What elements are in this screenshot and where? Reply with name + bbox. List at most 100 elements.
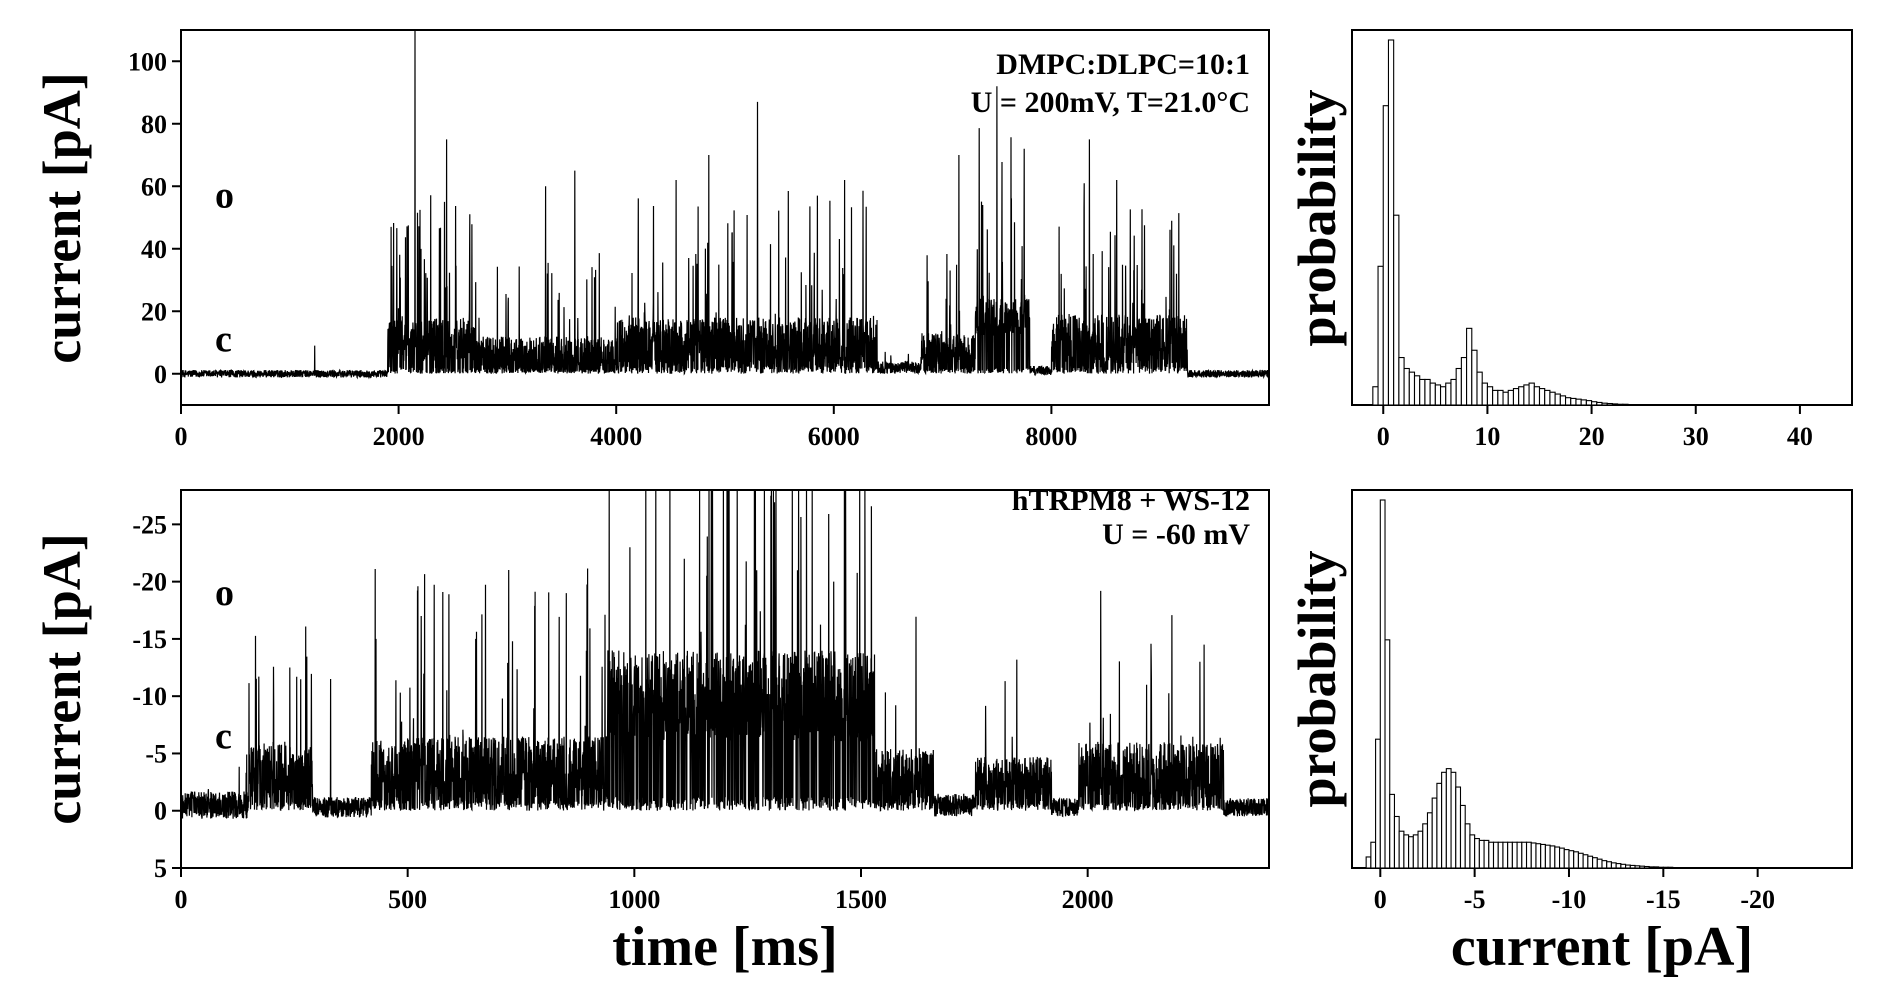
histogram-bar	[1525, 841, 1532, 869]
trace-bottom-plot-area	[180, 489, 1270, 819]
histogram-bar	[1455, 786, 1462, 869]
x-tick-label: 30	[1683, 422, 1709, 451]
histogram-bar	[1375, 738, 1381, 869]
y-tick-label: -20	[132, 568, 167, 597]
trace-bottom-annotation-line-1: hTRPM8 + WS-12	[1012, 484, 1250, 517]
histogram-bar	[1398, 830, 1405, 869]
histogram-bar	[1370, 841, 1377, 869]
histogram-panel-top: 0 10 20 30 40 probability	[1287, 29, 1853, 451]
x-tick-label: 4000	[590, 422, 642, 451]
histogram-bar	[1554, 846, 1561, 869]
y-tick-label: 5	[154, 854, 167, 883]
histogram-bar	[1408, 371, 1416, 406]
histogram-bar	[1634, 865, 1641, 869]
histogram-top-y-axis-label: probability	[1287, 89, 1347, 346]
histogram-bar	[1466, 327, 1473, 406]
histogram-bar	[1398, 356, 1405, 406]
histogram-panel-bottom: 0 -5 -10 -15 -20 probability current [pA]	[1287, 489, 1853, 978]
histogram-bar	[1606, 402, 1613, 406]
histogram-bar	[1459, 804, 1466, 869]
trace-bottom-x-ticks: 0 500 1000 1500 2000	[175, 868, 1114, 914]
histogram-bar	[1585, 400, 1593, 406]
histogram-top-plot-area	[1372, 39, 1634, 406]
x-tick-label: 40	[1787, 422, 1813, 451]
trace-top-y-axis-label: current [pA]	[32, 72, 92, 363]
histogram-bar	[1653, 866, 1660, 869]
histogram-bar	[1544, 389, 1551, 406]
x-tick-label: -10	[1552, 885, 1587, 914]
histogram-bar	[1601, 860, 1608, 869]
histogram-bar	[1372, 386, 1379, 406]
y-tick-label: 60	[141, 172, 167, 201]
x-tick-label: -5	[1464, 885, 1486, 914]
histogram-bar	[1434, 384, 1442, 406]
trace-top-frame	[180, 29, 1270, 406]
histogram-bar	[1662, 866, 1669, 869]
histogram-bar	[1486, 386, 1494, 406]
histogram-bottom-y-axis-label: probability	[1287, 550, 1347, 807]
histogram-bar	[1492, 389, 1499, 406]
trace-series-line	[180, 29, 1270, 380]
x-tick-label: 1000	[608, 885, 660, 914]
histogram-bar	[1577, 852, 1584, 869]
trace-series-line	[180, 489, 1270, 819]
histogram-bar	[1622, 403, 1629, 406]
histogram-bar	[1450, 771, 1457, 869]
histogram-bottom-x-axis-label: current [pA]	[1451, 916, 1753, 978]
histogram-bar	[1471, 349, 1478, 406]
histogram-bar	[1620, 863, 1627, 869]
y-tick-label: 0	[154, 797, 167, 826]
histogram-bar	[1474, 838, 1480, 869]
trace-bottom-state-label-open: o	[215, 572, 234, 614]
x-tick-label: 8000	[1025, 422, 1077, 451]
x-tick-label: 2000	[1062, 885, 1114, 914]
histogram-bar	[1629, 864, 1636, 869]
histogram-bar	[1558, 847, 1565, 869]
x-tick-label: 0	[1374, 885, 1387, 914]
histogram-bar	[1535, 843, 1542, 869]
histogram-bar	[1625, 864, 1631, 869]
histogram-bar	[1377, 265, 1384, 406]
histogram-bar	[1419, 378, 1426, 406]
histogram-bar	[1538, 388, 1546, 406]
histogram-bar	[1587, 855, 1594, 869]
trace-top-x-ticks: 0 2000 4000 6000 8000	[175, 405, 1077, 451]
y-tick-label: 40	[141, 235, 167, 264]
histogram-bar	[1573, 851, 1579, 869]
y-tick-label: -5	[145, 739, 167, 768]
histogram-bar	[1521, 841, 1528, 869]
histogram-bottom-plot-area	[1365, 499, 1806, 869]
histogram-bar	[1648, 866, 1655, 869]
histogram-bar	[1429, 382, 1436, 406]
histogram-bar	[1469, 834, 1476, 869]
histogram-bar	[1564, 397, 1572, 406]
histogram-bar	[1511, 841, 1518, 869]
histogram-bar	[1610, 862, 1617, 869]
histogram-bar	[1387, 39, 1395, 406]
x-tick-label: 2000	[373, 422, 425, 451]
histogram-bar	[1570, 397, 1577, 406]
trace-top-y-ticks: 0 20 40 60 80 100	[128, 47, 181, 389]
y-tick-label: -10	[132, 682, 167, 711]
histogram-bar	[1483, 839, 1490, 869]
histogram-bar	[1554, 393, 1561, 406]
trace-bottom-x-axis-label: time [ms]	[612, 916, 837, 978]
histogram-bar	[1365, 856, 1372, 869]
x-tick-label: 500	[388, 885, 427, 914]
histogram-bar	[1403, 367, 1410, 406]
histogram-bar	[1413, 375, 1421, 406]
histogram-top-x-ticks: 0 10 20 30 40	[1377, 405, 1813, 451]
histogram-bar	[1488, 841, 1495, 869]
histogram-bar	[1393, 214, 1400, 406]
trace-top-plot-area	[180, 29, 1270, 380]
histogram-bar	[1507, 841, 1513, 869]
histogram-bar	[1455, 367, 1462, 406]
histogram-bar	[1379, 499, 1386, 869]
histogram-bar	[1422, 823, 1429, 869]
histogram-bar	[1445, 382, 1452, 406]
histogram-top-frame	[1351, 29, 1853, 406]
x-tick-label: 1500	[835, 885, 887, 914]
histogram-bar	[1559, 395, 1567, 406]
histogram-bar	[1575, 398, 1582, 406]
